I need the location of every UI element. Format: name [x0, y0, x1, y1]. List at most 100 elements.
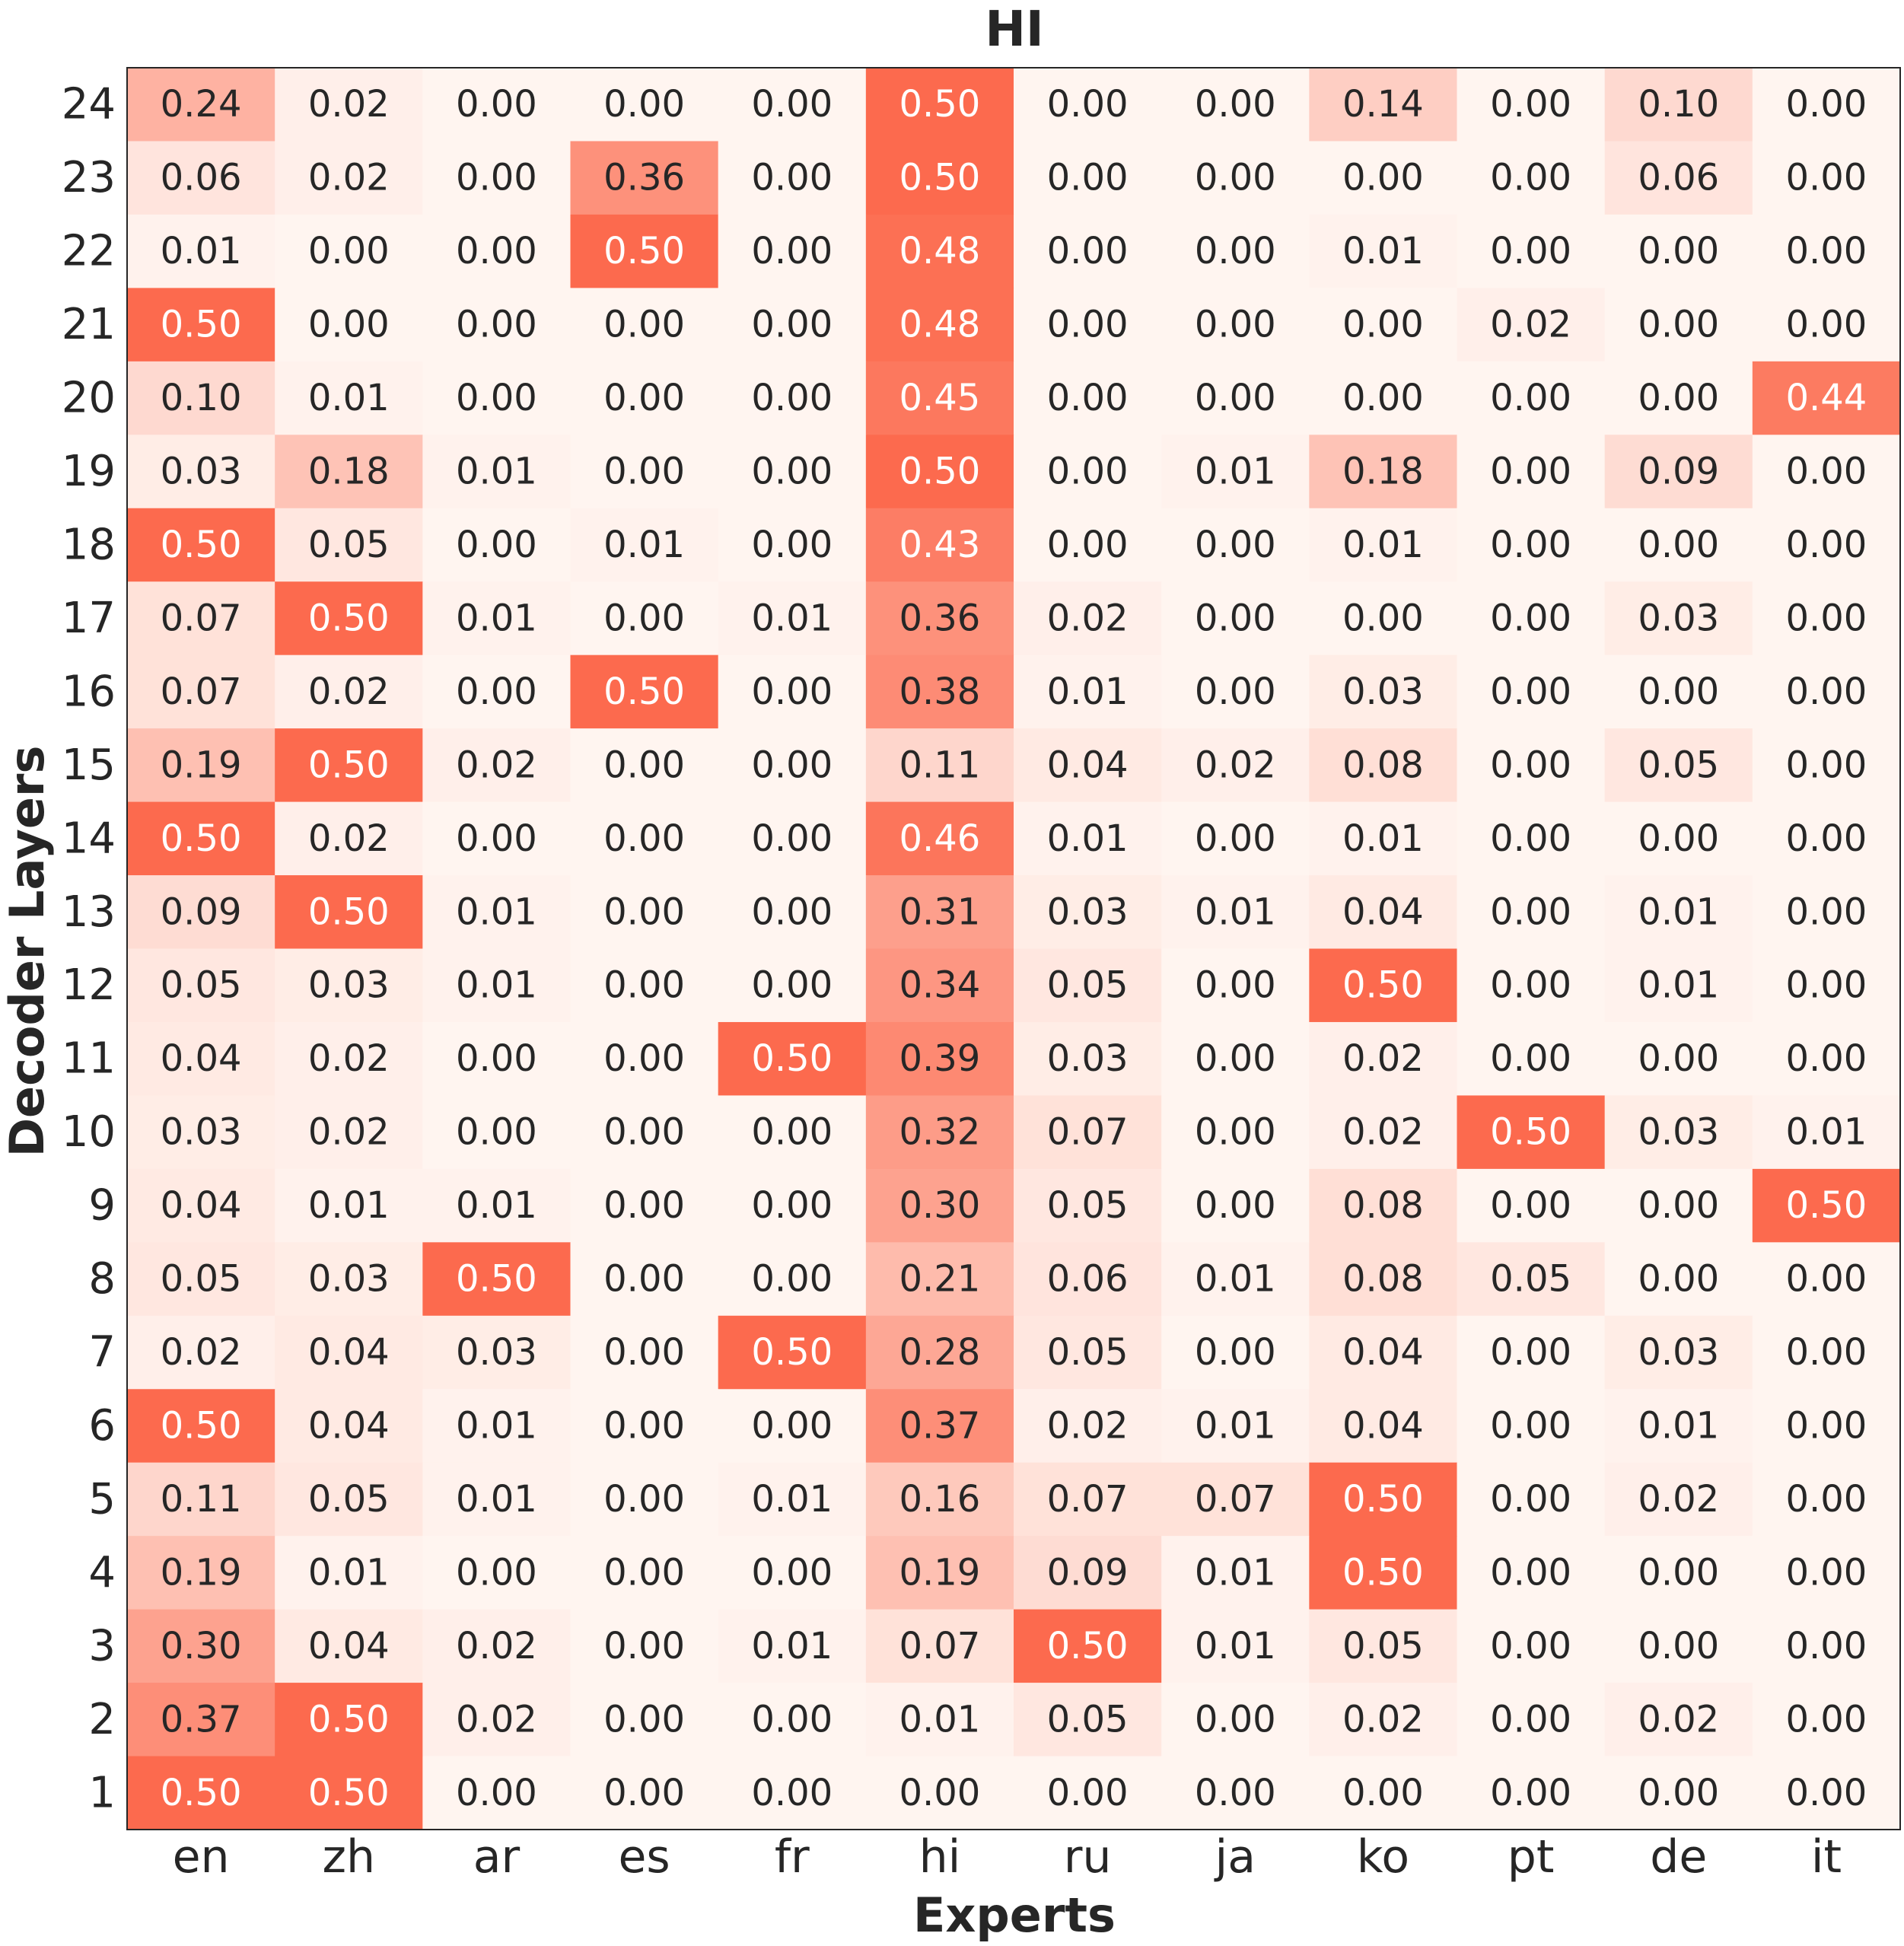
- heatmap-cell-label: 0.00: [1490, 817, 1571, 860]
- heatmap-cell: [422, 1242, 572, 1317]
- y-tick-label: 6: [88, 1401, 116, 1451]
- heatmap-cell: [1014, 288, 1162, 362]
- heatmap-cell-label: 0.11: [899, 744, 980, 786]
- heatmap-cell-label: 0.45: [899, 377, 980, 419]
- heatmap-cell: [718, 214, 867, 288]
- heatmap-cell: [1161, 1095, 1310, 1170]
- heatmap-cell-label: 0.00: [1785, 1478, 1867, 1521]
- heatmap-cell: [718, 1609, 867, 1683]
- heatmap-cell: [1604, 655, 1753, 729]
- heatmap-cell-label: 0.02: [1047, 1404, 1129, 1447]
- heatmap-cell-label: 0.00: [456, 1772, 537, 1814]
- heatmap-cell: [1752, 1021, 1901, 1097]
- heatmap-cell-label: 0.00: [603, 1111, 685, 1154]
- heatmap-cell-label: 0.00: [456, 230, 537, 272]
- heatmap-cell-label: 0.43: [899, 524, 980, 566]
- heatmap-cell-label: 0.00: [751, 451, 833, 493]
- heatmap-cell-label: 0.00: [456, 817, 537, 860]
- heatmap-cell-label: 0.01: [751, 1478, 833, 1521]
- heatmap-cell-label: 0.00: [1785, 1404, 1867, 1447]
- heatmap-cell-label: 0.24: [161, 83, 242, 126]
- heatmap-cell: [1014, 1389, 1162, 1463]
- y-tick-label: 13: [62, 887, 116, 937]
- heatmap-cell: [1309, 214, 1458, 288]
- heatmap-cell-label: 0.00: [1195, 597, 1276, 639]
- heatmap-cell: [865, 1756, 1014, 1830]
- heatmap-cell-label: 0.00: [751, 890, 833, 933]
- heatmap-cell: [1309, 875, 1458, 950]
- heatmap-cell: [570, 141, 719, 215]
- heatmap-cell: [1752, 1095, 1901, 1170]
- heatmap-cell: [422, 68, 572, 142]
- heatmap-cell: [718, 801, 867, 876]
- x-tick-label: de: [1650, 1830, 1707, 1884]
- heatmap-cell-label: 0.00: [603, 1331, 685, 1374]
- heatmap-cell: [718, 1756, 867, 1830]
- heatmap-cell-label: 0.00: [1047, 83, 1129, 126]
- heatmap-cell-label: 0.30: [899, 1184, 980, 1227]
- heatmap-cell: [570, 361, 719, 435]
- heatmap-cell-label: 0.00: [1195, 304, 1276, 346]
- y-tick-label: 22: [62, 227, 116, 276]
- heatmap-cell: [1604, 1242, 1753, 1317]
- heatmap-cell-label: 0.01: [751, 1625, 833, 1667]
- heatmap-cell: [1457, 1168, 1606, 1243]
- heatmap-cell-label: 0.00: [751, 1698, 833, 1741]
- heatmap-cell-label: 0.00: [1785, 230, 1867, 272]
- heatmap-cell: [1161, 1168, 1310, 1243]
- heatmap-cell: [1014, 875, 1162, 950]
- heatmap-cell: [1161, 361, 1310, 435]
- heatmap-cell-label: 0.05: [161, 1258, 242, 1301]
- y-tick-label: 7: [88, 1328, 116, 1377]
- heatmap-cell: [1752, 1462, 1901, 1537]
- heatmap-cell: [1457, 1683, 1606, 1757]
- heatmap-cell-label: 0.50: [603, 230, 685, 272]
- heatmap-cell: [127, 1462, 275, 1537]
- heatmap-cell-label: 0.01: [1785, 1111, 1867, 1154]
- heatmap-cell: [570, 1315, 719, 1390]
- heatmap-cell: [422, 1095, 572, 1170]
- heatmap-cell-label: 0.01: [1638, 1404, 1719, 1447]
- heatmap-cell-label: 0.00: [1195, 670, 1276, 713]
- heatmap-cell: [127, 801, 275, 876]
- heatmap-cell-label: 0.00: [603, 377, 685, 419]
- heatmap-cell-label: 0.01: [1342, 524, 1424, 566]
- heatmap-cell: [865, 1389, 1014, 1463]
- heatmap-cell-label: 0.00: [751, 1404, 833, 1447]
- heatmap-cell: [1309, 801, 1458, 876]
- heatmap-cell-label: 0.44: [1785, 377, 1867, 419]
- heatmap-cell: [422, 1462, 572, 1537]
- heatmap-cell: [1604, 728, 1753, 803]
- heatmap-cell-label: 0.37: [161, 1698, 242, 1741]
- heatmap-cell-label: 0.00: [1195, 1111, 1276, 1154]
- heatmap-cell: [570, 1168, 719, 1243]
- heatmap-cell: [1752, 214, 1901, 288]
- heatmap-cell: [1457, 728, 1606, 803]
- heatmap-cell: [570, 1242, 719, 1317]
- heatmap-cell-label: 0.00: [1490, 377, 1571, 419]
- heatmap-cell: [1457, 1462, 1606, 1537]
- heatmap-cell: [127, 1609, 275, 1683]
- heatmap-cell: [865, 581, 1014, 656]
- heatmap-cell-label: 0.06: [1047, 1258, 1129, 1301]
- heatmap-cell-label: 0.01: [1195, 1258, 1276, 1301]
- heatmap-cell-label: 0.00: [603, 1478, 685, 1521]
- heatmap-cell: [1014, 435, 1162, 509]
- heatmap-cell: [1752, 581, 1901, 656]
- heatmap-cell: [1752, 361, 1901, 435]
- heatmap-cell-label: 0.02: [308, 817, 390, 860]
- heatmap-cell: [275, 214, 423, 288]
- heatmap-cell-label: 0.00: [1785, 890, 1867, 933]
- heatmap-cell: [1014, 68, 1162, 142]
- heatmap-cell: [865, 1683, 1014, 1757]
- heatmap-cell-label: 0.00: [1490, 744, 1571, 786]
- heatmap-cell-label: 0.00: [456, 524, 537, 566]
- heatmap-cell-label: 0.00: [751, 230, 833, 272]
- heatmap-cell-label: 0.00: [751, 1111, 833, 1154]
- heatmap-cell-label: 0.36: [899, 597, 980, 639]
- heatmap-cell-label: 0.50: [308, 744, 390, 786]
- heatmap-cell: [1457, 948, 1606, 1023]
- heatmap-cell-labels: 0.24 0.02 0.00 0.00 0.00 0.50 0.00 0.00 0.14 0.00…: [161, 83, 1867, 1814]
- heatmap-cell: [865, 728, 1014, 803]
